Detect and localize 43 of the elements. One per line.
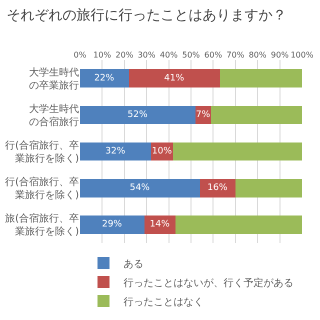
legend-label: ある bbox=[124, 258, 144, 270]
x-tick-label: 60% bbox=[204, 50, 222, 60]
data-label: 29% bbox=[102, 220, 122, 230]
x-tick-label: 90% bbox=[270, 50, 290, 60]
data-label: 7% bbox=[196, 110, 211, 120]
bar bbox=[144, 216, 176, 234]
bar bbox=[210, 106, 302, 124]
bar bbox=[80, 106, 196, 124]
x-tick-label: 10% bbox=[93, 50, 112, 60]
x-tick-label: 100% bbox=[290, 50, 314, 60]
bar bbox=[175, 216, 302, 234]
bar bbox=[200, 178, 236, 198]
bar bbox=[80, 216, 144, 234]
data-label: 16% bbox=[207, 183, 228, 194]
data-label: 41% bbox=[164, 73, 185, 84]
data-label: 52% bbox=[127, 110, 148, 120]
x-tick-label: 20% bbox=[116, 50, 134, 60]
y-tick-label: 大学生時代の合宿旅行 bbox=[29, 102, 79, 128]
x-tick-label: 0% bbox=[74, 50, 87, 60]
bar bbox=[80, 178, 200, 198]
legend-label: 行ったことはなく bbox=[124, 296, 204, 308]
bar bbox=[128, 69, 220, 88]
data-label: 54% bbox=[130, 183, 150, 194]
data-label: 10% bbox=[152, 146, 172, 156]
bar bbox=[220, 69, 302, 88]
x-tick-label: 80% bbox=[248, 50, 267, 60]
bar bbox=[80, 142, 152, 161]
y-tick-label: 行(合宿旅行、卒業旅行を除く) bbox=[5, 176, 80, 202]
chart-title: それぞれの旅行に行ったことはありますか？ bbox=[6, 7, 286, 24]
bar bbox=[235, 178, 302, 198]
y-tick-label: 大学生時代の卒業旅行 bbox=[29, 66, 79, 92]
x-tick-label: 70% bbox=[226, 50, 245, 60]
y-tick-label: 行(合宿旅行、卒業旅行を除く) bbox=[5, 140, 80, 164]
x-tick-label: 40% bbox=[160, 50, 178, 60]
bar bbox=[80, 69, 129, 88]
x-tick-label: 30% bbox=[138, 50, 156, 60]
data-label: 32% bbox=[105, 146, 126, 156]
legend-label: 行ったことはないが、行く予定がある bbox=[124, 276, 294, 289]
bar bbox=[173, 142, 302, 161]
data-label: 22% bbox=[94, 73, 115, 84]
data-label: 14% bbox=[150, 220, 170, 230]
x-tick-label: 50% bbox=[182, 50, 200, 60]
y-tick-label: 旅(合宿旅行、卒業旅行を除く) bbox=[5, 212, 80, 238]
